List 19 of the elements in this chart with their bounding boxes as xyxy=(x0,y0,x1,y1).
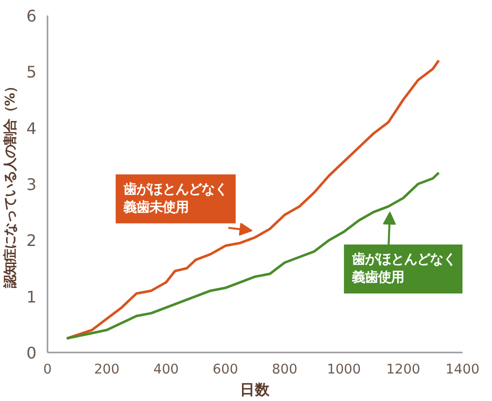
y-tick-label: 2 xyxy=(26,231,37,250)
x-tick-label: 800 xyxy=(272,362,298,378)
x-axis-title: 日数 xyxy=(240,382,271,398)
x-tick-label: 1400 xyxy=(446,362,480,378)
y-tick-label: 5 xyxy=(26,62,37,82)
y-tick-label: 4 xyxy=(26,118,37,138)
text: 歯がほとんどなく義歯未使用 xyxy=(122,182,228,216)
y-axis-title: 認知症になっている人の割合（%） xyxy=(2,80,18,290)
x-tick-label: 400 xyxy=(153,362,179,378)
x-tick-label: 0 xyxy=(43,362,52,378)
series-label: 歯がほとんどなく義歯使用 xyxy=(350,252,456,286)
y-tick-label: 1 xyxy=(26,287,37,306)
y-tick-label: 0 xyxy=(26,344,37,362)
y-tick-label: 3 xyxy=(26,175,37,194)
x-tick-label: 200 xyxy=(94,362,120,378)
x-tick-label: 1200 xyxy=(386,362,420,378)
y-tick-label: 6 xyxy=(26,6,37,26)
x-tick-label: 600 xyxy=(212,362,238,378)
x-tick-label: 1000 xyxy=(326,362,361,378)
